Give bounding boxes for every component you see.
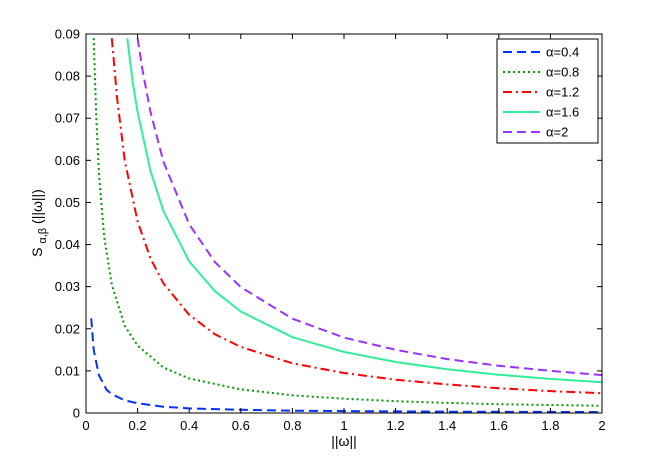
legend-label-4: α=1.6 [546, 105, 579, 120]
x-tick-label: 1.4 [438, 418, 456, 433]
legend-label-1: α=0.4 [546, 45, 579, 60]
series-line-5 [136, 38, 603, 377]
x-tick-label: 0 [82, 418, 89, 433]
y-tick-label: 0.04 [55, 237, 80, 252]
legend-label-2: α=0.8 [546, 65, 579, 80]
x-tick-label: 1.8 [541, 418, 559, 433]
legend-label-3: α=1.2 [546, 85, 579, 100]
legend: α=0.4 α=0.8 α=1.2 α=1.6 α=2 [496, 38, 599, 144]
y-axis-label: S α,β (||ω||) [29, 189, 49, 257]
x-tick-label: 0.8 [283, 418, 301, 433]
legend-box [496, 38, 599, 144]
y-tick-label: 0.02 [55, 321, 80, 336]
y-tick-label: 0.09 [55, 27, 80, 42]
x-tick-label: 1.6 [490, 418, 508, 433]
legend-label-5: α=2 [546, 125, 568, 140]
y-tick-label: 0 [73, 406, 80, 421]
y-axis-label-rest: (||ω||) [29, 189, 45, 224]
y-tick-label: 0.07 [55, 111, 80, 126]
x-tick-label: 0.6 [232, 418, 250, 433]
y-tick-label: 0.03 [55, 279, 80, 294]
y-tick-label: 0.05 [55, 195, 80, 210]
series-line-3 [110, 38, 603, 395]
x-axis-label: ||ω|| [331, 433, 356, 449]
x-tick-label: 0.2 [129, 418, 147, 433]
y-axis-label-main: S [29, 248, 45, 257]
y-axis-label-sub: α,β [37, 228, 49, 244]
x-tick-label: 0.4 [180, 418, 198, 433]
y-tick-label: 0.01 [55, 363, 80, 378]
x-axis: 0 0.2 0.4 0.6 0.8 1 1.2 1.4 1.6 1.8 2 [82, 34, 606, 433]
y-tick-label: 0.06 [55, 153, 80, 168]
x-tick-label: 1.2 [387, 418, 405, 433]
series-line-2 [92, 38, 603, 407]
y-axis: 0 0.01 0.02 0.03 0.04 0.05 0.06 0.07 0.08 0.09 [55, 27, 602, 421]
y-tick-label: 0.08 [55, 69, 80, 84]
series-line-4 [126, 38, 603, 384]
x-tick-label: 1 [340, 418, 347, 433]
x-tick-label: 2 [598, 418, 605, 433]
